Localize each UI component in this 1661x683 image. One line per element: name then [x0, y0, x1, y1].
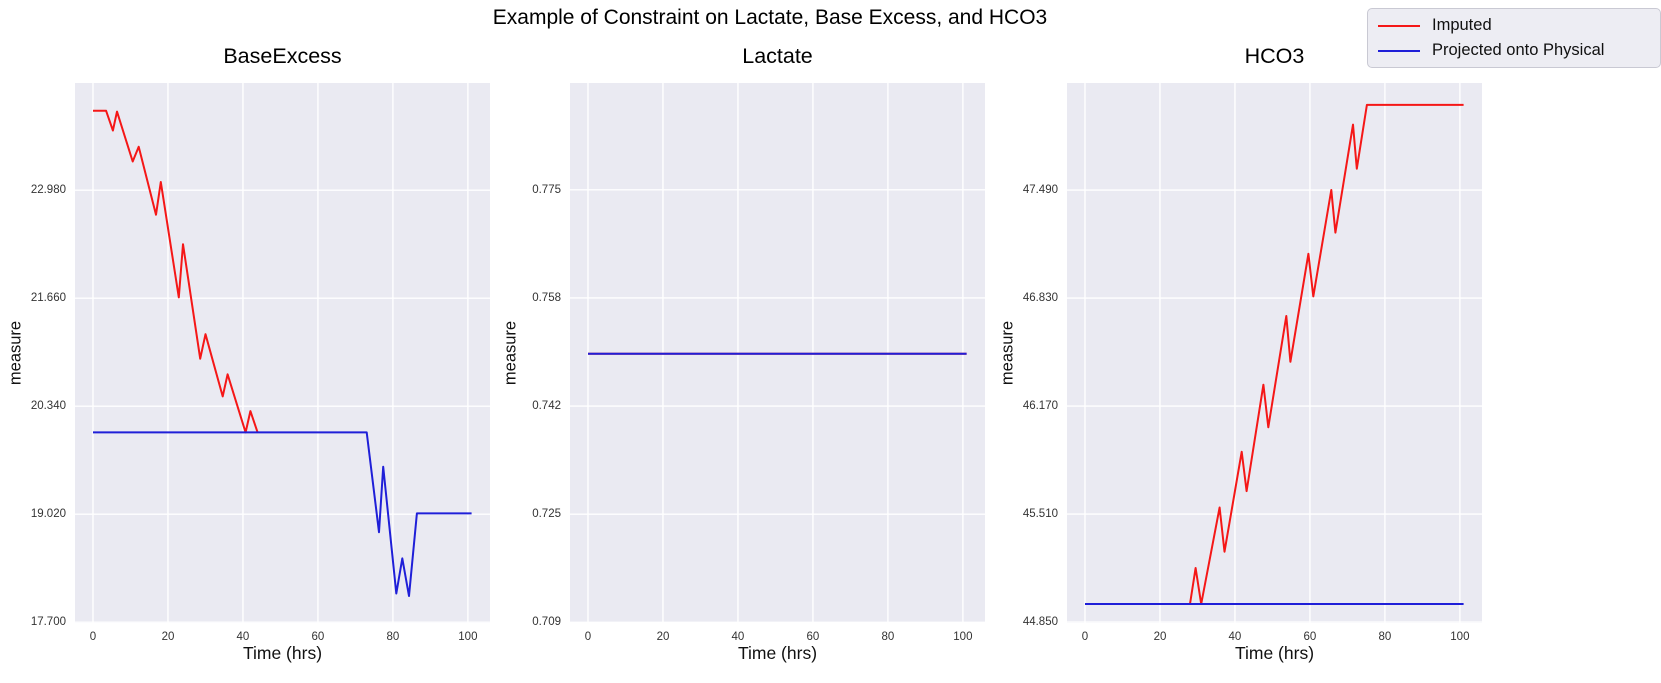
y-tick-label: 22.980 — [30, 184, 66, 197]
legend-label-imputed: Imputed — [1432, 16, 1492, 34]
x-tick-label: 0 — [584, 631, 592, 643]
series-line-imputed — [93, 109, 259, 434]
y-axis-label: measure — [501, 320, 520, 386]
legend-entry-imputed: Imputed — [1378, 16, 1650, 35]
x-tick-label: 100 — [1450, 631, 1470, 643]
series-line-projected-onto-physical — [93, 431, 472, 597]
x-axis-label: Time (hrs) — [242, 643, 323, 663]
x-tick-label: 60 — [311, 631, 325, 643]
x-tick-label: 60 — [1303, 631, 1317, 643]
x-tick-label: 40 — [236, 631, 250, 643]
legend-line-projected-icon — [1378, 49, 1420, 52]
y-tick-label: 20.340 — [30, 400, 66, 413]
subplot-title: Lactate — [742, 44, 813, 68]
series-line-imputed — [1085, 103, 1464, 605]
legend: Imputed Projected onto Physical — [1367, 8, 1661, 68]
y-tick-label: 21.660 — [30, 292, 66, 305]
x-tick-label: 60 — [806, 631, 820, 643]
plot-area — [570, 83, 985, 623]
x-tick-label: 20 — [1153, 631, 1167, 643]
y-tick-label: 0.709 — [532, 616, 561, 629]
y-tick-label: 0.742 — [532, 400, 561, 413]
x-axis-label: Time (hrs) — [737, 643, 818, 663]
plot-area — [1067, 83, 1482, 623]
y-tick-label: 0.775 — [532, 183, 561, 196]
figure-title: Example of Constraint on Lactate, Base E… — [492, 6, 1048, 29]
x-tick-label: 20 — [656, 631, 670, 643]
y-tick-label: 47.490 — [1022, 184, 1058, 197]
x-tick-label: 80 — [881, 631, 895, 643]
x-tick-label: 80 — [386, 631, 400, 643]
subplot-title: BaseExcess — [223, 44, 342, 68]
y-tick-label: 19.020 — [30, 508, 66, 521]
y-tick-label: 46.170 — [1022, 400, 1058, 413]
x-tick-label: 100 — [458, 631, 478, 643]
y-tick-label: 17.700 — [30, 616, 66, 629]
subplot-title: HCO3 — [1244, 44, 1305, 68]
y-tick-label: 0.758 — [532, 291, 561, 304]
x-tick-label: 40 — [1228, 631, 1242, 643]
legend-label-projected: Projected onto Physical — [1432, 41, 1605, 59]
plot-area — [75, 83, 490, 623]
x-tick-label: 20 — [161, 631, 175, 643]
y-tick-label: 45.510 — [1022, 508, 1058, 521]
y-tick-label: 46.830 — [1022, 292, 1058, 305]
y-tick-label: 0.725 — [532, 508, 561, 521]
subplot-baseexcess: BaseExcess measure 17.700 19.020 20.340 21.66… — [0, 40, 510, 680]
y-axis-label: measure — [6, 320, 25, 386]
x-tick-label: 0 — [89, 631, 97, 643]
x-tick-label: 100 — [953, 631, 973, 643]
y-axis-label: measure — [998, 320, 1017, 386]
subplot-hco3: HCO3 measure 44.850 45.510 46.170 46.830 47.49… — [992, 40, 1502, 680]
y-tick-label: 44.850 — [1022, 616, 1058, 629]
x-tick-label: 0 — [1081, 631, 1089, 643]
subplot-lactate: Lactate measure 0.709 0.725 0.742 0.758 0.775 0… — [495, 40, 1005, 680]
legend-line-imputed-icon — [1378, 24, 1420, 27]
x-tick-label: 80 — [1378, 631, 1392, 643]
x-axis-label: Time (hrs) — [1234, 643, 1315, 663]
x-tick-label: 40 — [731, 631, 745, 643]
legend-entry-projected: Projected onto Physical — [1378, 41, 1650, 60]
